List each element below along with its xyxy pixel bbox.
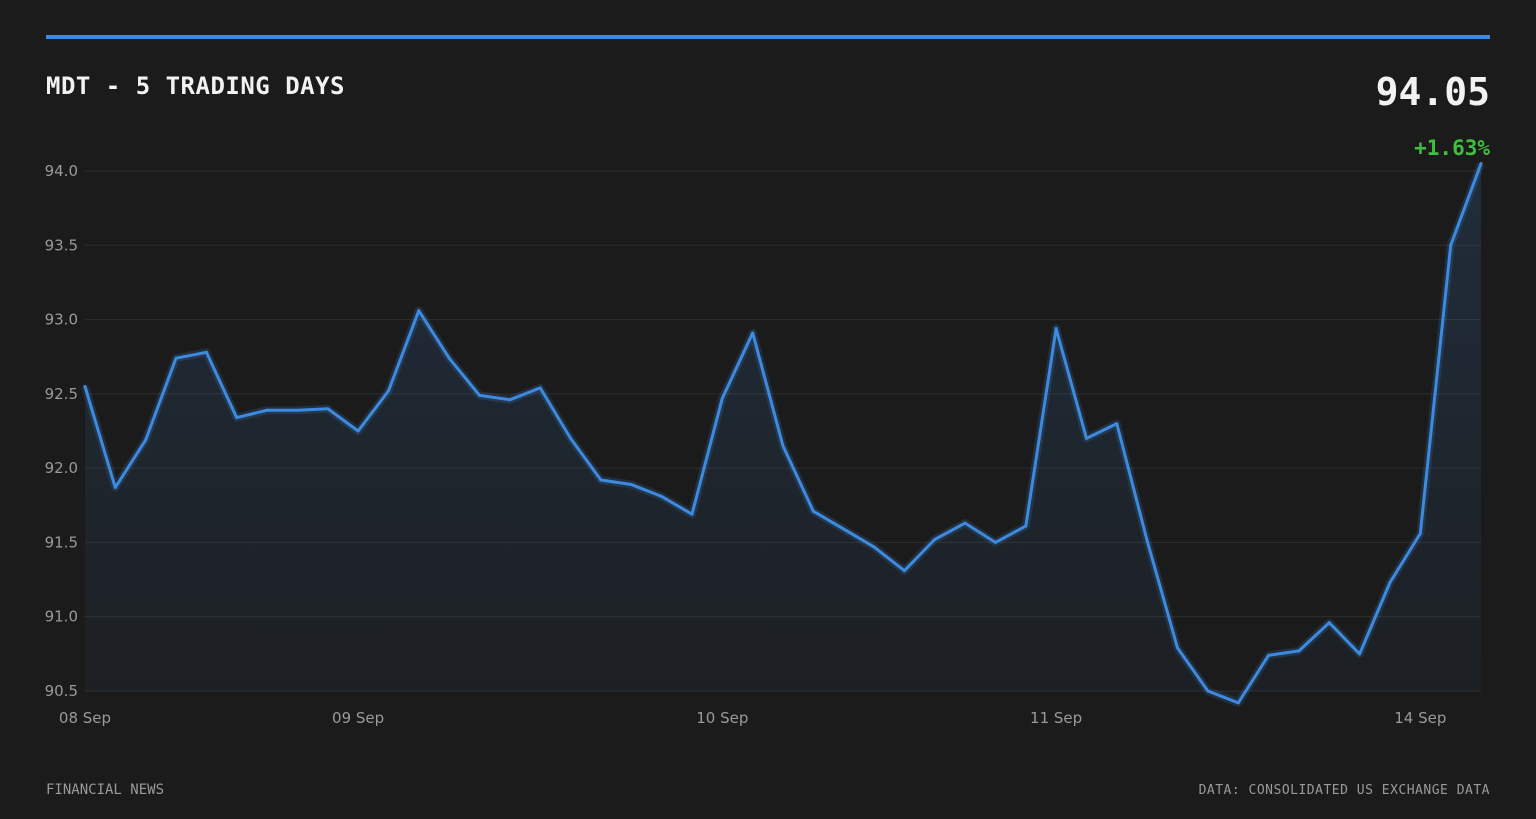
price-point (235, 416, 239, 420)
price-area (85, 163, 1481, 703)
price-point (629, 482, 633, 486)
y-axis-ticks: 90.5 91.0 91.5 92.0 92.5 93.0 93.5 94.0 (45, 162, 78, 700)
chart-title: MDT - 5 TRADING DAYS (46, 72, 345, 100)
price-point (356, 429, 360, 433)
y-tick-label: 91.5 (45, 533, 78, 551)
price-point (569, 436, 573, 440)
price-point (174, 356, 178, 360)
price-point (295, 408, 299, 412)
price-point (1115, 422, 1119, 426)
price-point (265, 408, 269, 412)
price-point (1358, 652, 1362, 656)
price-point (751, 331, 755, 335)
y-tick-label: 93.0 (45, 311, 78, 329)
price-point (1024, 524, 1028, 528)
price-point (1449, 243, 1453, 247)
y-tick-label: 90.5 (45, 682, 78, 700)
y-tick-label: 91.0 (45, 608, 78, 626)
price-point (144, 438, 148, 442)
x-tick-label: 14 Sep (1394, 709, 1446, 727)
price-point (1418, 532, 1422, 536)
price-point (1084, 436, 1088, 440)
price-point (660, 494, 664, 498)
price-point (902, 569, 906, 573)
price-point (1236, 701, 1240, 705)
price-point (478, 393, 482, 397)
x-tick-label: 11 Sep (1030, 709, 1082, 727)
price-point (993, 540, 997, 544)
y-tick-label: 92.5 (45, 385, 78, 403)
price-point (83, 384, 87, 388)
price-point (538, 386, 542, 390)
price-point (1388, 581, 1392, 585)
price-points (83, 162, 1483, 705)
price-point (1176, 646, 1180, 650)
price-point (1267, 653, 1271, 657)
price-point (326, 407, 330, 411)
footer-source-left: FINANCIAL NEWS (46, 782, 165, 798)
price-point (1054, 326, 1058, 330)
price-point (204, 350, 208, 354)
price-point (417, 309, 421, 313)
accent-bar (46, 35, 1490, 39)
x-tick-label: 09 Sep (332, 709, 384, 727)
y-tick-label: 94.0 (45, 162, 78, 180)
price-point (447, 356, 451, 360)
x-tick-label: 10 Sep (696, 709, 748, 727)
price-point (720, 396, 724, 400)
y-tick-label: 92.0 (45, 459, 78, 477)
price-point (386, 389, 390, 393)
change-percent: +1.63% (1414, 136, 1490, 160)
price-point (1327, 621, 1331, 625)
last-price: 94.05 (1375, 70, 1490, 114)
price-point (872, 545, 876, 549)
y-tick-label: 93.5 (45, 236, 78, 254)
price-point (1297, 649, 1301, 653)
price-point (781, 444, 785, 448)
price-point (933, 537, 937, 541)
price-point (811, 509, 815, 513)
price-point (599, 478, 603, 482)
x-axis-ticks: 08 Sep 09 Sep 10 Sep 11 Sep 14 Sep (59, 709, 1446, 727)
price-point (1145, 539, 1149, 543)
price-point (1206, 689, 1210, 693)
price-point (963, 521, 967, 525)
x-tick-label: 08 Sep (59, 709, 111, 727)
price-point (1479, 162, 1483, 166)
price-point (113, 485, 117, 489)
price-point (690, 512, 694, 516)
footer-source-right: DATA: CONSOLIDATED US EXCHANGE DATA (1198, 783, 1490, 798)
price-point (508, 398, 512, 402)
price-point (842, 527, 846, 531)
